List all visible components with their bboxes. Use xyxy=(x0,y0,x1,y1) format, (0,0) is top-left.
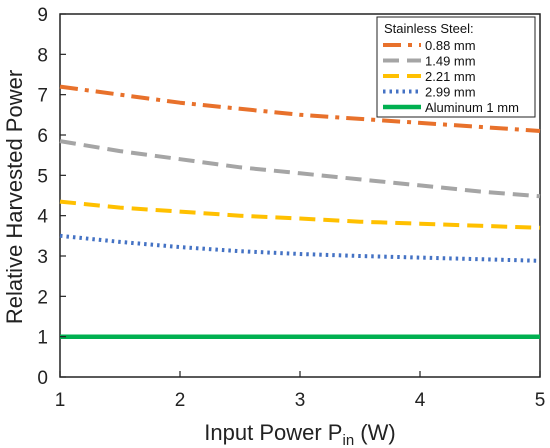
series-line-2 xyxy=(59,139,541,199)
legend-box xyxy=(376,16,536,118)
y-tick-label: 9 xyxy=(37,5,48,26)
x-tick-label: 5 xyxy=(535,390,546,411)
y-tick-label: 4 xyxy=(37,207,48,228)
legend-label: 0.88 mm xyxy=(425,38,476,53)
x-tick-label: 1 xyxy=(55,390,66,411)
legend-title: Stainless Steel: xyxy=(384,21,474,36)
legend-label: 1.49 mm xyxy=(425,54,476,69)
x-tick-label: 4 xyxy=(415,390,426,411)
y-tick-label: 8 xyxy=(37,45,48,66)
series-line-1 xyxy=(59,84,541,133)
x-axis-title: Input Power Pin (W) xyxy=(204,420,395,448)
y-tick-label: 0 xyxy=(37,368,48,389)
legend-label: 2.21 mm xyxy=(425,69,476,84)
legend-label: 2.99 mm xyxy=(425,85,476,100)
series-line-3 xyxy=(59,199,541,230)
series-layer xyxy=(59,84,541,339)
y-tick-label: 2 xyxy=(37,287,48,308)
x-tick-label: 3 xyxy=(295,390,306,411)
legend: Stainless Steel: 0.88 mm1.49 mm2.21 mm2.9… xyxy=(376,16,536,118)
legend-label: Aluminum 1 mm xyxy=(425,100,519,115)
y-tick-label: 5 xyxy=(37,166,48,187)
y-tick-label: 1 xyxy=(37,328,48,349)
x-axis-title-suffix: (W) xyxy=(354,420,396,445)
y-tick-label: 7 xyxy=(37,86,48,107)
y-tick-label: 6 xyxy=(37,126,48,147)
x-axis-title-subscript: in xyxy=(342,432,354,448)
series-line-4 xyxy=(59,233,541,263)
y-axis-title: Relative Harvested Power xyxy=(2,70,27,324)
x-axis-title-main: Input Power P xyxy=(204,420,342,445)
x-tick-label: 2 xyxy=(175,390,186,411)
y-tick-label: 3 xyxy=(37,247,48,268)
